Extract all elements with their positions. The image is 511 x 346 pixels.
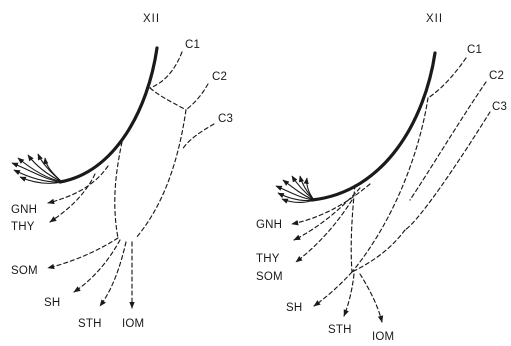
left-c3-branch: [181, 123, 215, 151]
right-sh-branch: [313, 271, 353, 307]
right-hypoglossal-trunk: [310, 51, 437, 202]
left-label-gnh: GNH: [11, 204, 37, 216]
right-gnh-branch: [291, 183, 371, 226]
left-hypoglossal-trunk: [58, 46, 159, 184]
left-sth-branch: [99, 241, 127, 307]
right-label-c3: C3: [492, 101, 507, 113]
right-label-c1: C1: [467, 44, 482, 56]
left-label-iom: IOM: [122, 318, 144, 330]
right-label-iom: IOM: [372, 331, 394, 343]
left-gnh-branch: [47, 165, 109, 205]
left-som-branch: [47, 237, 119, 270]
right-label-som: SOM: [256, 271, 283, 283]
left-sh-branch: [73, 239, 121, 293]
left-fiber-brush: [11, 153, 63, 184]
left-c1-c2-loop: [149, 87, 187, 111]
left-label-sh: SH: [44, 297, 60, 309]
right-label-sth: STH: [328, 324, 352, 336]
right-sth-branch: [343, 273, 355, 317]
right-iom-branch: [359, 273, 384, 323]
left-c1-branch: [149, 51, 183, 89]
right-label-thy: THY: [256, 253, 280, 265]
left-thy-branch: [49, 173, 96, 223]
left-inferior-root: [135, 109, 187, 239]
left-label-c2: C2: [212, 71, 227, 83]
left-superior-root: [114, 141, 123, 239]
left-c2-branch: [185, 83, 209, 111]
left-label-som: SOM: [11, 265, 38, 277]
right-c1-branch: [427, 57, 467, 99]
right-label-c2: C2: [489, 70, 504, 82]
right-fiber-brush: [275, 175, 315, 204]
left-label-c3: C3: [218, 113, 233, 125]
right-inferior-root: [351, 97, 429, 273]
left-label-thy: THY: [11, 221, 35, 233]
right-c2-branch: [409, 81, 487, 201]
left-label-c1: C1: [185, 39, 200, 51]
right-som-branch: [295, 199, 353, 263]
left-title: XII: [143, 13, 160, 25]
left-panel: XII C1 C2 C3 GNH: [11, 13, 233, 330]
right-label-gnh: GNH: [256, 219, 282, 231]
right-title: XII: [426, 13, 443, 25]
right-thy-branch: [293, 187, 361, 241]
right-label-sh: SH: [286, 302, 302, 314]
left-label-sth: STH: [78, 318, 102, 330]
right-panel: XII C1 C2 C3 GNH: [256, 13, 507, 343]
right-ansa-join: [351, 229, 406, 273]
right-c3-branch: [404, 111, 491, 231]
